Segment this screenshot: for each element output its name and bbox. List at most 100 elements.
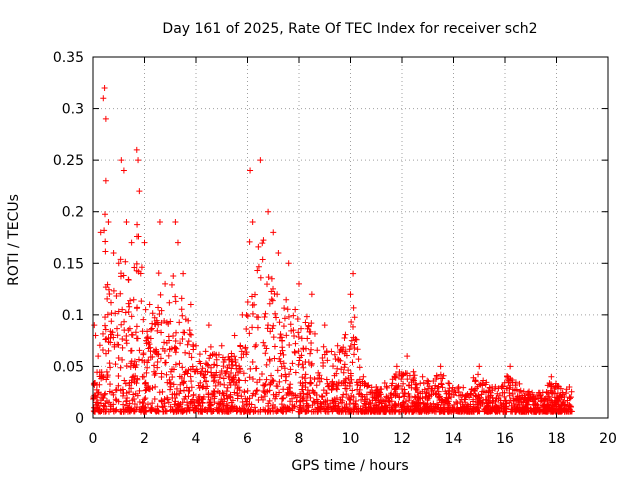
data-point: [298, 325, 305, 332]
data-point: [315, 369, 322, 376]
data-point: [365, 382, 372, 389]
data-point: [156, 310, 163, 317]
data-point: [239, 398, 246, 405]
data-point: [377, 397, 384, 404]
data-point: [433, 373, 440, 380]
data-point: [539, 389, 546, 396]
data-point: [106, 388, 113, 395]
data-point: [555, 383, 562, 390]
data-point: [165, 333, 172, 340]
data-point: [261, 393, 268, 400]
data-point: [266, 356, 273, 363]
data-point: [181, 387, 188, 394]
data-point: [453, 399, 460, 406]
x-tick-label: 20: [599, 431, 617, 447]
data-point: [338, 346, 345, 353]
data-point: [334, 404, 341, 411]
data-point: [545, 402, 552, 409]
data-point: [211, 399, 218, 406]
data-point: [331, 396, 338, 403]
data-point: [161, 403, 168, 410]
x-tick-label: 4: [192, 431, 201, 447]
x-tick-label: 18: [548, 431, 566, 447]
data-point: [257, 157, 264, 164]
data-point: [142, 380, 149, 387]
data-point: [112, 361, 119, 368]
data-point: [123, 219, 130, 226]
data-point: [126, 408, 133, 415]
data-point: [476, 381, 483, 388]
data-point: [104, 311, 111, 318]
data-point: [174, 239, 181, 246]
data-point: [376, 391, 383, 398]
data-point: [175, 401, 182, 408]
data-point: [215, 351, 222, 358]
data-point: [243, 351, 250, 358]
data-point: [291, 403, 298, 410]
data-point: [133, 361, 140, 368]
data-point: [565, 408, 572, 415]
data-point: [158, 370, 165, 377]
data-point: [480, 377, 487, 384]
data-point: [202, 348, 209, 355]
data-point: [136, 347, 143, 354]
data-point: [251, 291, 258, 298]
data-point: [165, 352, 172, 359]
data-point: [330, 403, 337, 410]
data-point: [305, 404, 312, 411]
data-point: [436, 397, 443, 404]
data-point: [419, 388, 426, 395]
data-point: [199, 384, 206, 391]
data-point: [229, 361, 236, 368]
data-point: [420, 400, 427, 407]
data-point: [481, 407, 488, 414]
data-point: [108, 299, 115, 306]
data-point: [188, 354, 195, 361]
data-point: [143, 369, 150, 376]
data-point: [323, 376, 330, 383]
data-point: [423, 389, 430, 396]
data-point: [175, 408, 182, 415]
data-point: [92, 332, 99, 339]
data-point: [345, 367, 352, 374]
data-point: [262, 310, 269, 317]
data-point: [512, 382, 519, 389]
x-tick-label: 10: [342, 431, 360, 447]
data-point: [247, 365, 254, 372]
data-point: [120, 406, 127, 413]
data-point: [388, 405, 395, 412]
data-point: [349, 359, 356, 366]
data-point: [128, 313, 135, 320]
data-point: [249, 324, 256, 331]
data-point: [459, 401, 466, 408]
data-point: [149, 310, 156, 317]
data-point: [307, 394, 314, 401]
data-point: [238, 354, 245, 361]
data-point: [281, 315, 288, 322]
data-point: [276, 389, 283, 396]
data-point: [220, 375, 227, 382]
data-point: [178, 306, 185, 313]
data-point: [170, 272, 177, 279]
data-point: [278, 372, 285, 379]
data-point: [164, 396, 171, 403]
data-point: [568, 388, 575, 395]
data-point: [400, 399, 407, 406]
data-point: [371, 394, 378, 401]
data-point: [472, 392, 479, 399]
data-point: [152, 370, 159, 377]
data-point: [287, 366, 294, 373]
data-point: [134, 221, 141, 228]
data-point: [385, 397, 392, 404]
data-point: [489, 394, 496, 401]
data-point: [248, 401, 255, 408]
data-point: [199, 365, 206, 372]
data-point: [231, 389, 238, 396]
data-point: [113, 292, 120, 299]
data-point: [212, 382, 219, 389]
data-point: [120, 390, 127, 397]
data-point: [169, 373, 176, 380]
data-point: [156, 389, 163, 396]
data-point: [384, 384, 391, 391]
data-point: [324, 403, 331, 410]
